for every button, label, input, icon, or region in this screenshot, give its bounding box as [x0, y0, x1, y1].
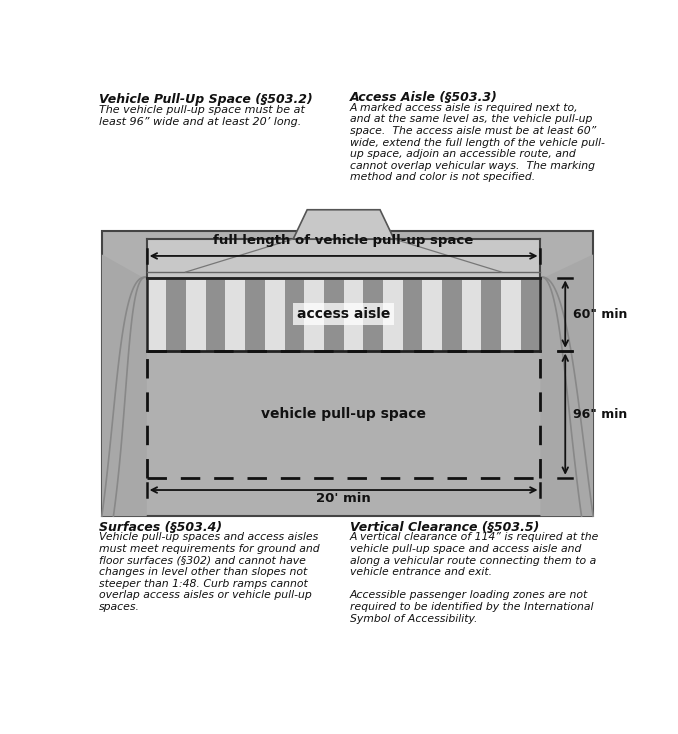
Text: 60" min: 60" min	[573, 308, 627, 321]
Bar	[501, 277, 521, 351]
Bar	[166, 277, 186, 351]
Polygon shape	[102, 231, 593, 516]
Bar	[521, 277, 540, 351]
Text: full length of vehicle pull-up space: full length of vehicle pull-up space	[214, 234, 474, 247]
Bar	[324, 277, 344, 351]
Bar	[206, 277, 226, 351]
Text: Vehicle pull-up spaces and access aisles
must meet requirements for ground and
f: Vehicle pull-up spaces and access aisles…	[99, 532, 319, 612]
Bar	[462, 277, 481, 351]
Bar	[422, 277, 442, 351]
Bar	[226, 277, 245, 351]
Bar	[383, 277, 403, 351]
Text: A vertical clearance of 114” is required at the
vehicle pull-up space and access: A vertical clearance of 114” is required…	[350, 532, 599, 624]
Bar	[442, 277, 462, 351]
Bar	[146, 277, 166, 351]
Bar	[245, 277, 265, 351]
Text: Access Aisle (§503.3): Access Aisle (§503.3)	[350, 91, 498, 104]
Bar	[304, 277, 324, 351]
Text: 96" min: 96" min	[573, 407, 627, 421]
Bar	[186, 277, 206, 351]
Text: Vehicle Pull-Up Space (§503.2): Vehicle Pull-Up Space (§503.2)	[99, 93, 313, 106]
Text: The vehicle pull-up space must be at
least 96” wide and at least 20’ long.: The vehicle pull-up space must be at lea…	[99, 105, 304, 127]
Bar	[285, 277, 304, 351]
Text: vehicle pull-up space: vehicle pull-up space	[261, 407, 426, 421]
Polygon shape	[540, 255, 593, 516]
Text: Surfaces (§503.4): Surfaces (§503.4)	[99, 521, 222, 534]
Text: A marked access aisle is required next to,
and at the same level as, the vehicle: A marked access aisle is required next t…	[350, 103, 605, 182]
Polygon shape	[146, 239, 540, 277]
Text: 20' min: 20' min	[316, 493, 371, 505]
Polygon shape	[102, 255, 146, 516]
Polygon shape	[293, 210, 394, 239]
Bar	[481, 277, 501, 351]
Bar	[265, 277, 285, 351]
Bar	[344, 277, 363, 351]
Text: access aisle: access aisle	[297, 307, 391, 321]
Bar	[363, 277, 383, 351]
Bar	[403, 277, 422, 351]
Text: Vertical Clearance (§503.5): Vertical Clearance (§503.5)	[350, 521, 539, 534]
